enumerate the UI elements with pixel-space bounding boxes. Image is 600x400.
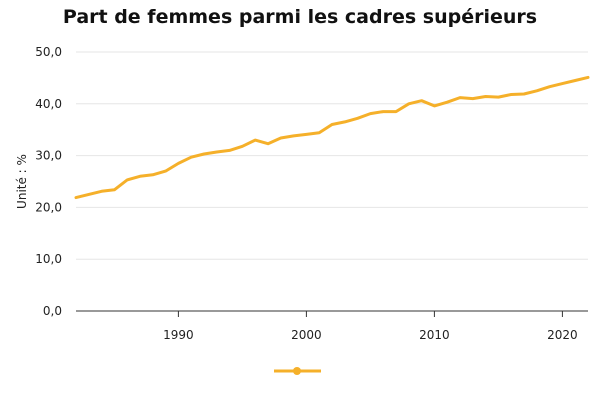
x-tick-label: 1990 — [163, 328, 194, 342]
legend-dot-marker — [293, 367, 301, 375]
chart-title: Part de femmes parmi les cadres supérieu… — [62, 6, 538, 28]
y-tick-label: 50,0 — [35, 45, 62, 59]
x-tick-label: 2000 — [291, 328, 322, 342]
y-tick-label: 40,0 — [35, 97, 62, 111]
x-tick-label: 2020 — [547, 328, 578, 342]
y-tick-label: 20,0 — [35, 200, 62, 214]
series-line — [74, 75, 590, 200]
legend[interactable] — [274, 367, 321, 375]
y-tick-label: 10,0 — [35, 252, 62, 266]
y-axis-label: Unité : % — [15, 154, 29, 209]
y-tick-label: 30,0 — [35, 149, 62, 163]
y-axis-ticks: 0,0 10,0 20,0 30,0 40,0 50,0 — [35, 45, 62, 318]
x-axis-ticks: 1990 2000 2010 2020 — [163, 311, 578, 342]
y-tick-label: 0,0 — [43, 304, 62, 318]
gridlines — [76, 51, 588, 260]
x-tick-label: 2010 — [419, 328, 450, 342]
